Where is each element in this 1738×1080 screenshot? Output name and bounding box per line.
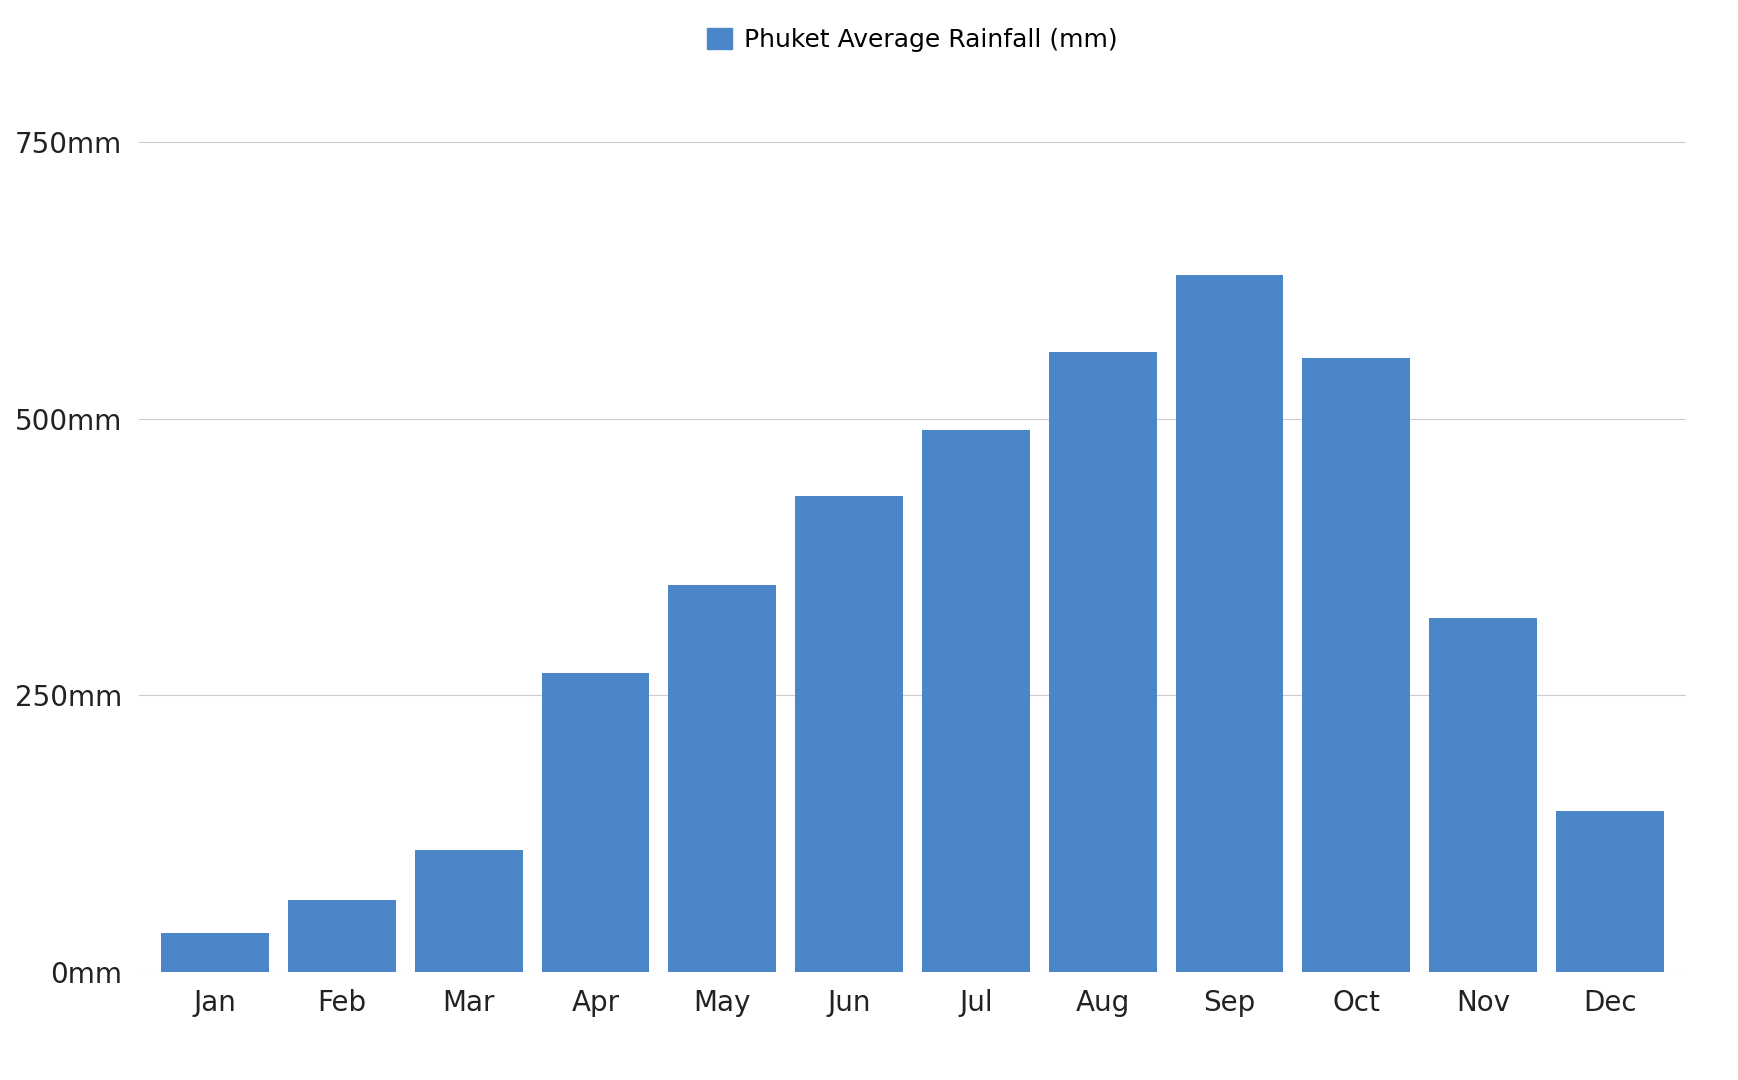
Bar: [1302, 357, 1410, 972]
Bar: [669, 584, 777, 972]
Bar: [542, 673, 650, 972]
Bar: [415, 850, 523, 972]
Legend: Phuket Average Rainfall (mm): Phuket Average Rainfall (mm): [707, 28, 1118, 52]
Bar: [1048, 352, 1156, 972]
Bar: [796, 496, 904, 972]
Bar: [1175, 274, 1283, 972]
Bar: [1556, 811, 1663, 972]
Bar: [921, 430, 1029, 972]
Bar: [162, 933, 269, 972]
Bar: [1429, 618, 1536, 972]
Bar: [289, 900, 396, 972]
